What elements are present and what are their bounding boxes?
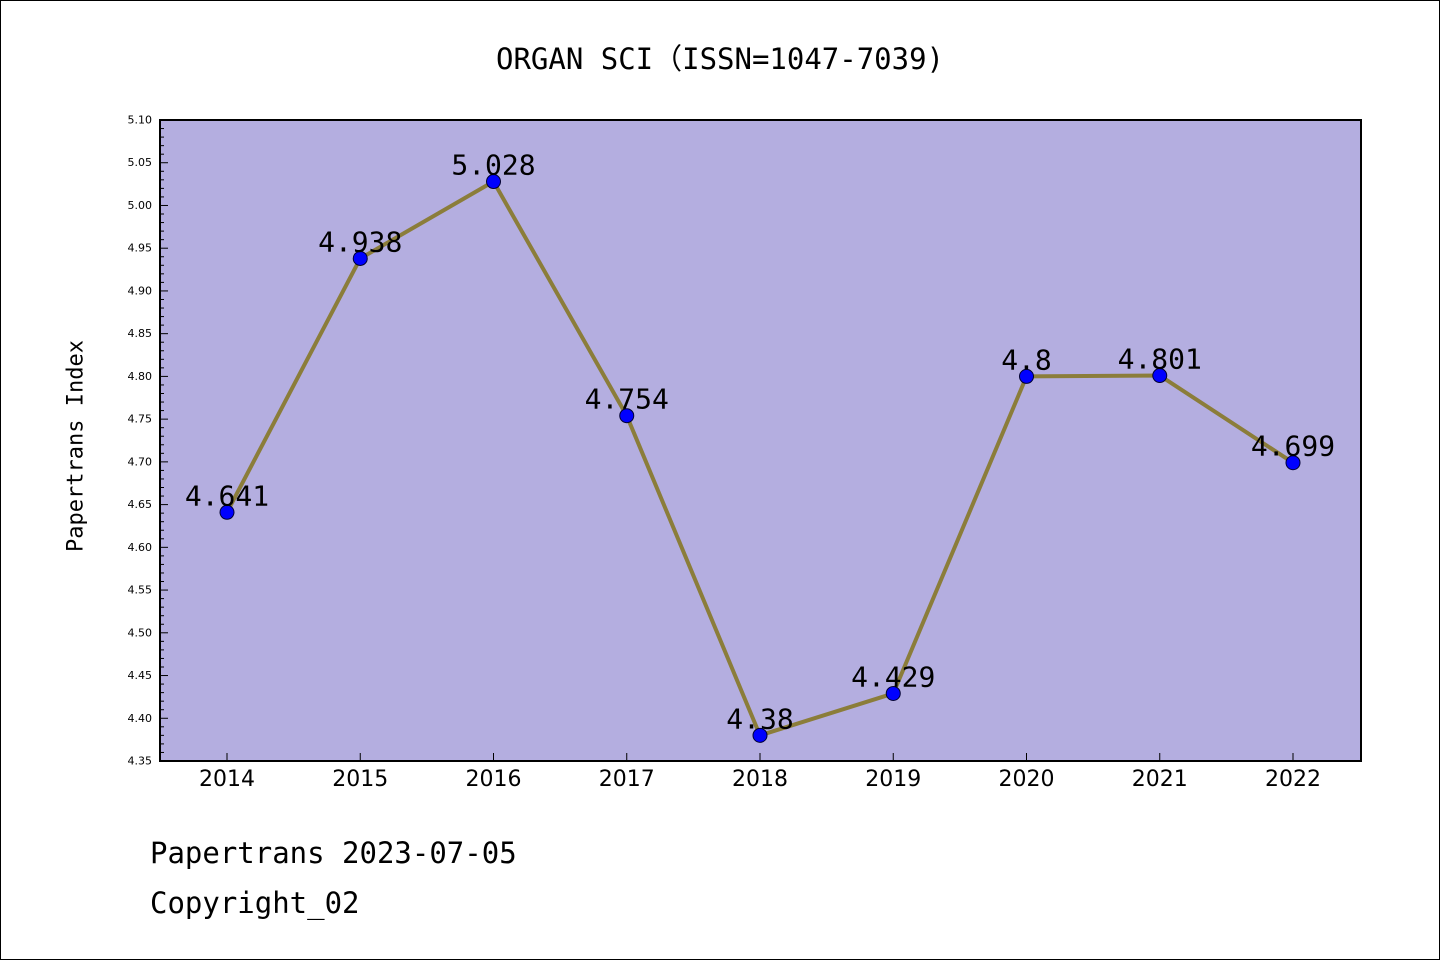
data-label: 4.641	[185, 479, 269, 512]
y-tick-label: 4.70	[128, 455, 153, 468]
y-tick-label: 4.60	[128, 541, 153, 554]
data-point	[219, 504, 235, 520]
plot-area	[160, 120, 1361, 761]
footer-date: Papertrans 2023-07-05	[150, 836, 517, 870]
data-point	[1152, 368, 1168, 384]
data-label: 5.028	[451, 149, 535, 182]
x-tick-label: 2014	[199, 767, 255, 792]
x-tick-label: 2022	[1265, 767, 1321, 792]
data-label: 4.429	[851, 660, 935, 693]
x-tick-label: 2019	[865, 767, 921, 792]
data-point	[1285, 455, 1301, 471]
data-point	[352, 250, 368, 266]
data-point	[619, 408, 635, 424]
x-tick-label: 2016	[466, 767, 522, 792]
series-markers	[219, 174, 1301, 743]
x-tick-label: 2021	[1132, 767, 1188, 792]
x-tick-label: 2015	[332, 767, 388, 792]
data-label: 4.8	[1001, 343, 1052, 376]
x-tick-label: 2020	[999, 767, 1055, 792]
y-tick-label: 5.05	[128, 156, 153, 169]
y-tick-label: 4.45	[128, 669, 153, 682]
data-point	[486, 174, 501, 190]
y-tick-label: 4.50	[128, 626, 153, 639]
data-label: 4.754	[585, 383, 669, 416]
y-tick-label: 4.95	[128, 242, 153, 255]
data-labels: 4.641 4.938 5.028 4.754 4.38 4.429 4.8 4.801 4.6…	[185, 149, 1335, 736]
y-tick-label: 4.65	[128, 498, 153, 511]
x-tick-label: 2017	[599, 767, 655, 792]
y-tick-label: 4.55	[128, 584, 153, 597]
data-point	[752, 727, 768, 743]
data-label: 4.801	[1118, 343, 1202, 376]
y-tick-label: 4.75	[128, 413, 153, 426]
data-label: 4.38	[726, 702, 793, 735]
data-point	[1019, 368, 1034, 384]
y-axis-label: Papertrans Index	[63, 340, 89, 552]
y-tick-label: 4.85	[128, 327, 153, 340]
plot-border	[159, 119, 1362, 762]
footer-copyright: Copyright_02	[150, 886, 360, 920]
y-tick-label: 5.00	[128, 199, 153, 212]
data-label: 4.938	[318, 225, 402, 258]
data-point	[885, 685, 901, 701]
x-tick-label: 2018	[732, 767, 788, 792]
y-tick-label: 4.35	[128, 755, 153, 768]
y-tick-label: 4.80	[128, 370, 153, 383]
y-tick-label: 4.40	[128, 712, 153, 725]
axis-ticks: 4.35 4.40 4.45 4.50 4.55 4.60 4.65 4.70 4.75 4.80…	[128, 114, 1322, 793]
y-tick-label: 5.10	[128, 114, 153, 127]
chart-title: ORGAN SCI（ISSN=1047-7039)	[495, 42, 945, 76]
data-label: 4.699	[1251, 430, 1335, 463]
y-tick-label: 4.90	[128, 284, 153, 297]
